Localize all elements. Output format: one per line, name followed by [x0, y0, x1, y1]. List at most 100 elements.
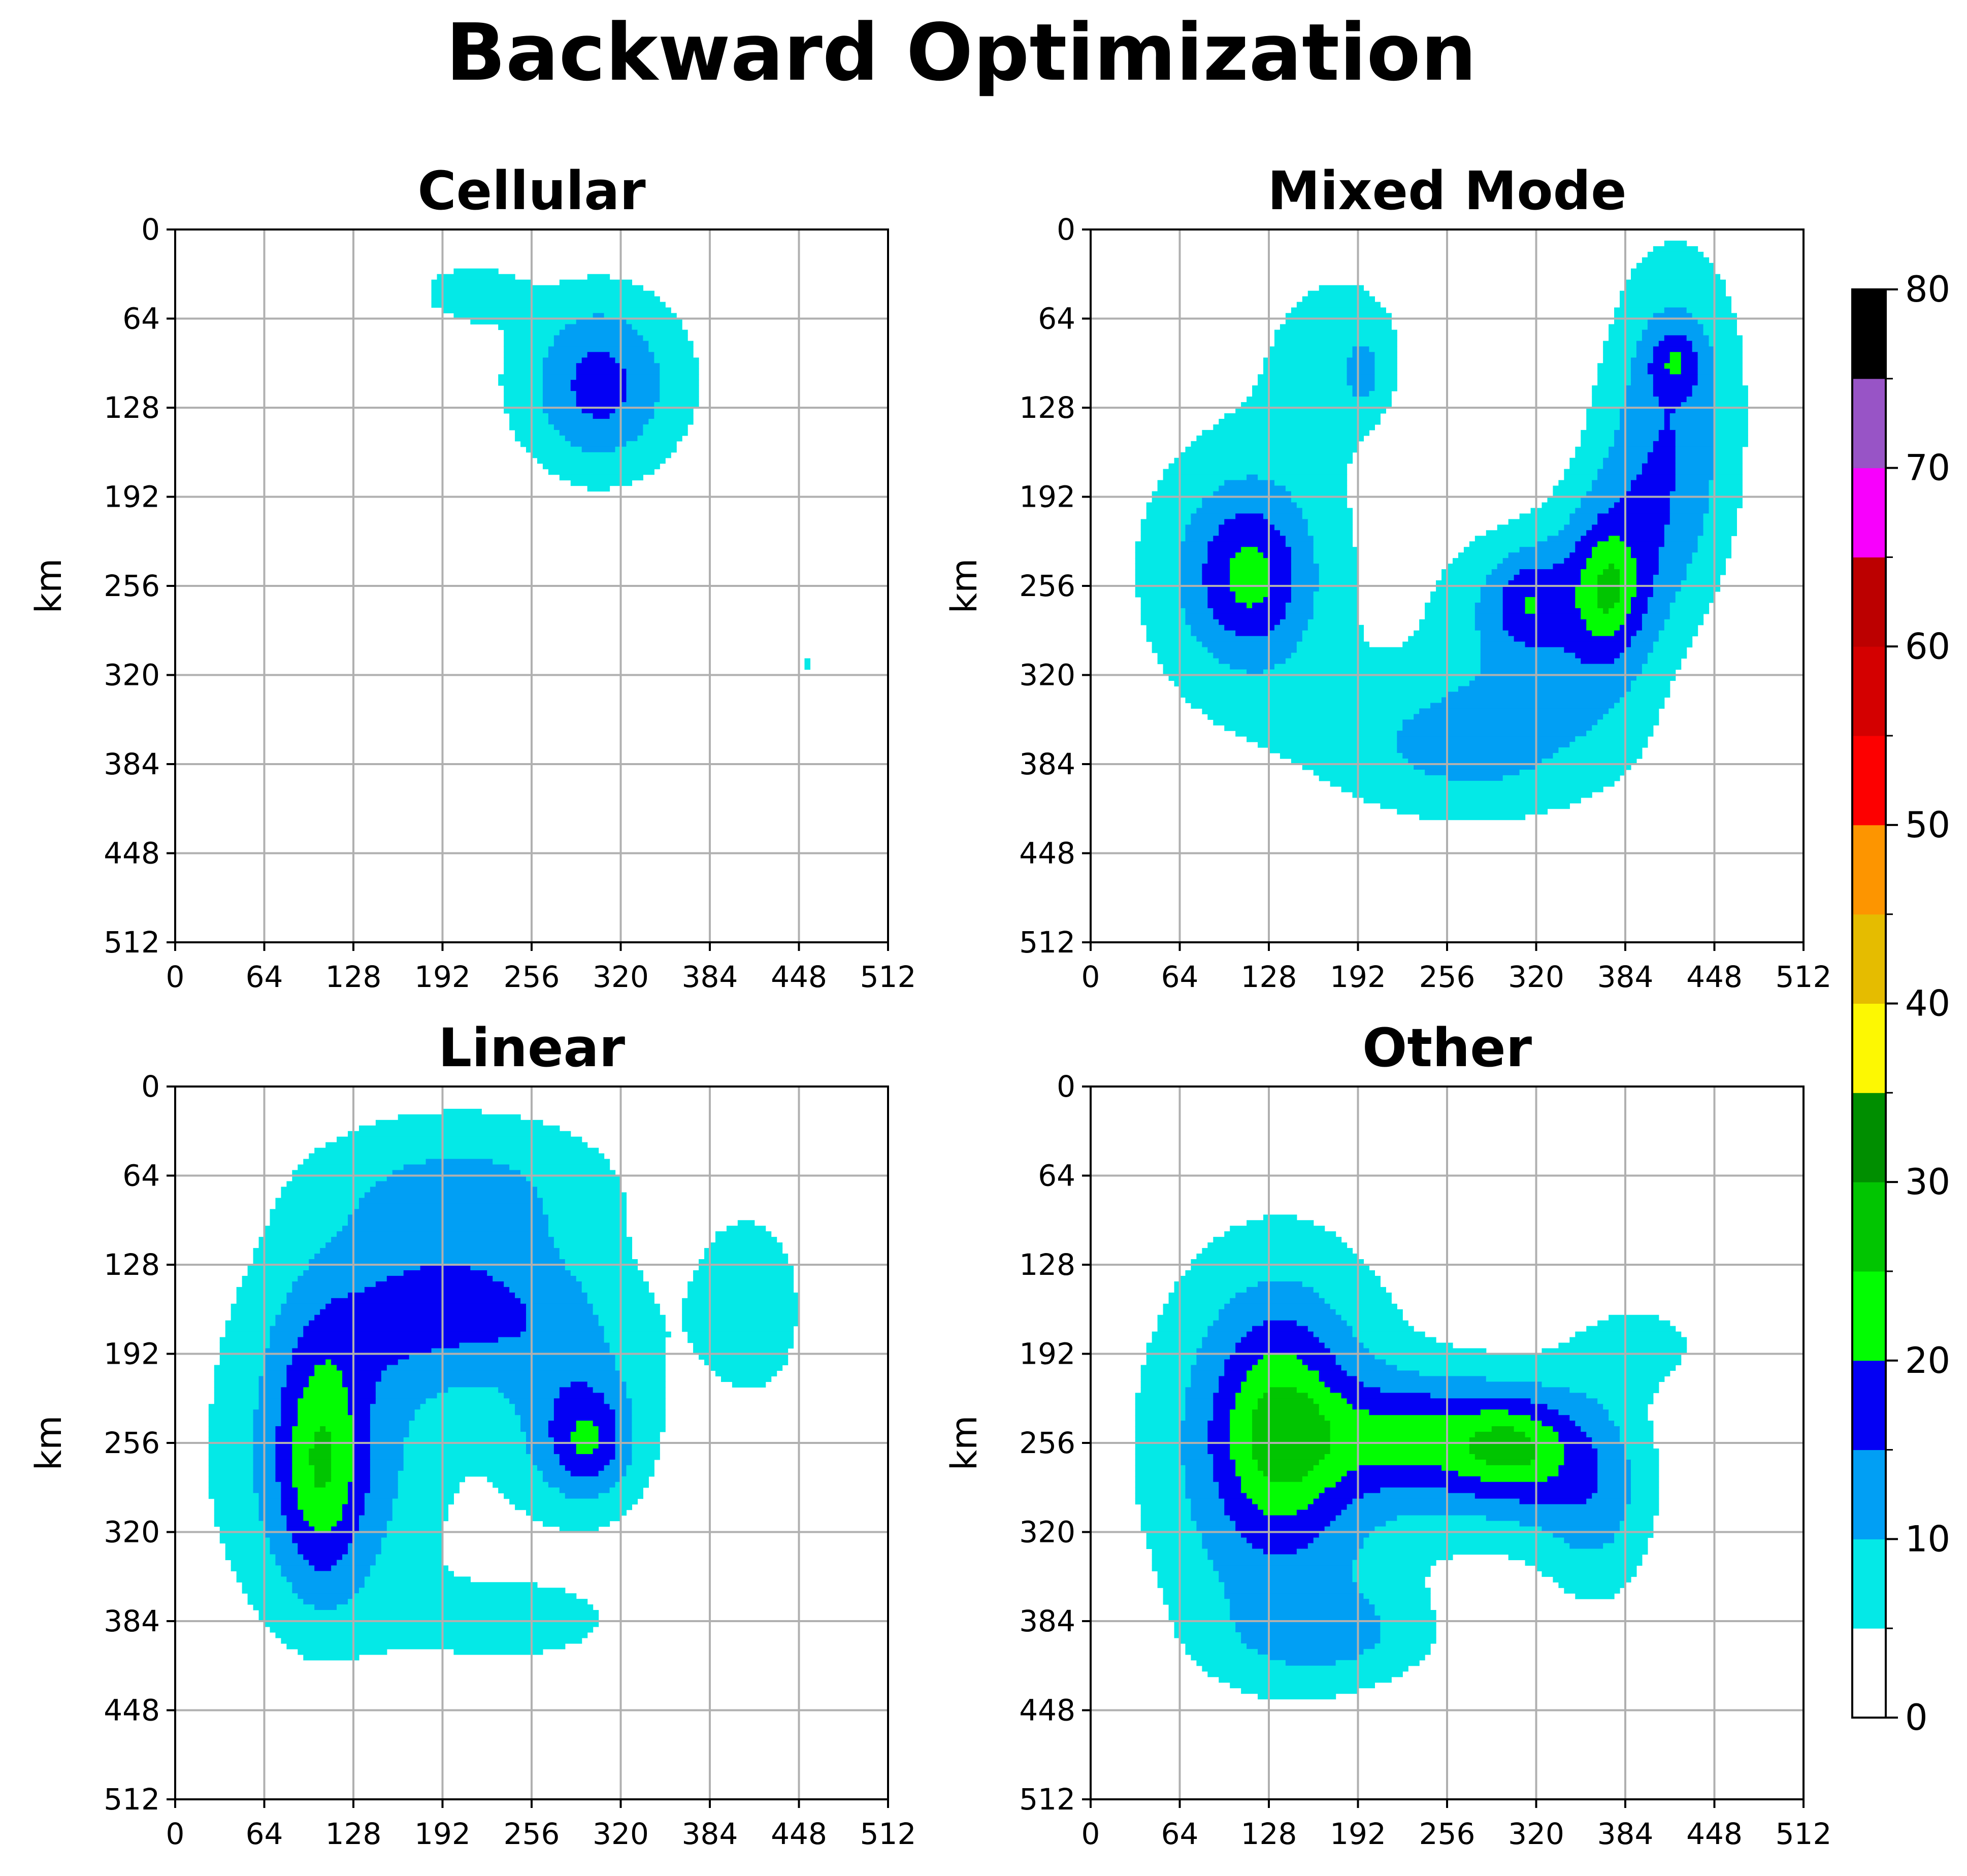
heatmap-cell — [504, 363, 543, 369]
heatmap-cell — [286, 1643, 566, 1650]
heatmap-cell — [604, 313, 677, 319]
heatmap-cell — [1140, 1504, 1192, 1510]
heatmap-cell — [581, 357, 616, 364]
heatmap-cell — [1235, 1526, 1325, 1533]
heatmap-cell — [292, 1359, 326, 1366]
heatmap-cell — [275, 1454, 292, 1460]
heatmap-cell — [1658, 630, 1698, 637]
heatmap-cell — [1620, 697, 1665, 703]
heatmap-cell — [1224, 480, 1275, 486]
heatmap-cell — [353, 1470, 371, 1477]
heatmap-cell — [632, 1454, 660, 1460]
heatmap-cell — [553, 1448, 577, 1455]
heatmap-cell — [553, 1415, 616, 1421]
heatmap-cell — [1313, 608, 1359, 614]
heatmap-cell — [1352, 352, 1375, 358]
heatmap-cell — [1213, 424, 1375, 431]
heatmap-cell — [1614, 313, 1654, 319]
heatmap-cell — [325, 1303, 527, 1310]
heatmap-cell — [381, 1543, 443, 1550]
heatmap-cell — [314, 1470, 332, 1477]
heatmap-cell — [498, 1387, 560, 1393]
colorbar-tick-label: 70 — [1905, 447, 1950, 489]
heatmap-cell — [609, 352, 654, 358]
x-tick-label: 512 — [860, 1817, 916, 1851]
heatmap-cell — [1592, 630, 1615, 637]
y-tick-label: 512 — [104, 1782, 160, 1817]
heatmap-cell — [1146, 630, 1192, 637]
heatmap-cell — [258, 1509, 282, 1516]
heatmap-cell — [1502, 619, 1587, 626]
heatmap-cell — [1307, 524, 1353, 531]
heatmap-cell — [348, 1131, 571, 1137]
heatmap-cell — [1280, 753, 1403, 759]
heatmap-cell — [1157, 658, 1219, 665]
heatmap-cell — [487, 1476, 543, 1483]
heatmap-cell — [281, 1498, 298, 1505]
x-tick-label: 448 — [1686, 960, 1743, 994]
heatmap-cell — [1313, 536, 1353, 542]
x-tick-label: 320 — [593, 1817, 649, 1851]
heatmap-cell — [1219, 658, 1286, 665]
heatmap-cell — [1692, 346, 1715, 352]
heatmap-cell — [1625, 613, 1643, 620]
heatmap-cell — [281, 1493, 298, 1499]
heatmap-cell — [1140, 602, 1181, 609]
heatmap-cell — [1414, 714, 1603, 720]
heatmap-cell — [1241, 1688, 1359, 1694]
heatmap-cell — [325, 1426, 354, 1432]
x-tick-label: 0 — [1081, 960, 1100, 994]
heatmap-cell — [1530, 1398, 1598, 1404]
heatmap-cell — [1658, 636, 1693, 642]
heatmap-cell — [1564, 524, 1592, 531]
y-tick-label: 448 — [1019, 836, 1075, 871]
heatmap-cell — [1241, 1532, 1320, 1538]
heatmap-cell — [1681, 580, 1721, 586]
heatmap-cell — [1230, 1432, 1253, 1438]
heatmap-cell — [648, 418, 694, 425]
heatmap-cell — [1347, 374, 1375, 380]
heatmap-cell — [364, 1509, 393, 1516]
heatmap-cell — [1664, 413, 1670, 419]
heatmap-cell — [392, 1504, 449, 1510]
heatmap-cell — [504, 1493, 566, 1499]
heatmap-cell — [1430, 597, 1481, 603]
heatmap-cell — [1564, 1448, 1598, 1455]
heatmap-cell — [1196, 636, 1303, 642]
heatmap-cell — [342, 1226, 549, 1232]
heatmap-cell — [1146, 1354, 1197, 1360]
heatmap-cell — [542, 385, 571, 391]
heatmap-cell — [1636, 630, 1659, 637]
heatmap-cell — [1653, 374, 1698, 380]
heatmap-cell — [548, 413, 594, 419]
heatmap-cell — [281, 1571, 371, 1577]
heatmap-cell — [1597, 1465, 1631, 1471]
heatmap-cell — [1185, 619, 1219, 626]
heatmap-cell — [710, 1242, 783, 1248]
x-tick-label: 320 — [593, 960, 649, 994]
heatmap-cell — [626, 1381, 666, 1388]
heatmap-cell — [581, 1281, 649, 1288]
heatmap-cell — [1703, 524, 1737, 531]
heatmap-cell — [1235, 1459, 1258, 1466]
heatmap-cell — [1269, 1387, 1297, 1393]
colorbar-segment — [1852, 468, 1886, 557]
heatmap-cell — [620, 1370, 666, 1376]
heatmap-cell — [520, 1415, 554, 1421]
x-tick-label: 192 — [1330, 960, 1386, 994]
heatmap-cell — [1658, 397, 1687, 403]
heatmap-cell — [1630, 602, 1648, 609]
heatmap-cell — [1258, 1693, 1336, 1700]
heatmap-cell — [1709, 480, 1743, 486]
heatmap-cell — [353, 1476, 371, 1483]
heatmap-cell — [281, 1303, 326, 1310]
heatmap-cell — [1363, 1593, 1431, 1599]
heatmap-cell — [1419, 708, 1609, 714]
heatmap-cell — [1313, 591, 1359, 598]
heatmap-cell — [604, 1326, 666, 1332]
heatmap-cell — [1508, 1554, 1643, 1560]
heatmap-cell — [270, 1220, 348, 1226]
heatmap-cell — [1230, 1415, 1253, 1421]
heatmap-cell — [1480, 652, 1576, 659]
heatmap-cell — [1341, 786, 1603, 793]
